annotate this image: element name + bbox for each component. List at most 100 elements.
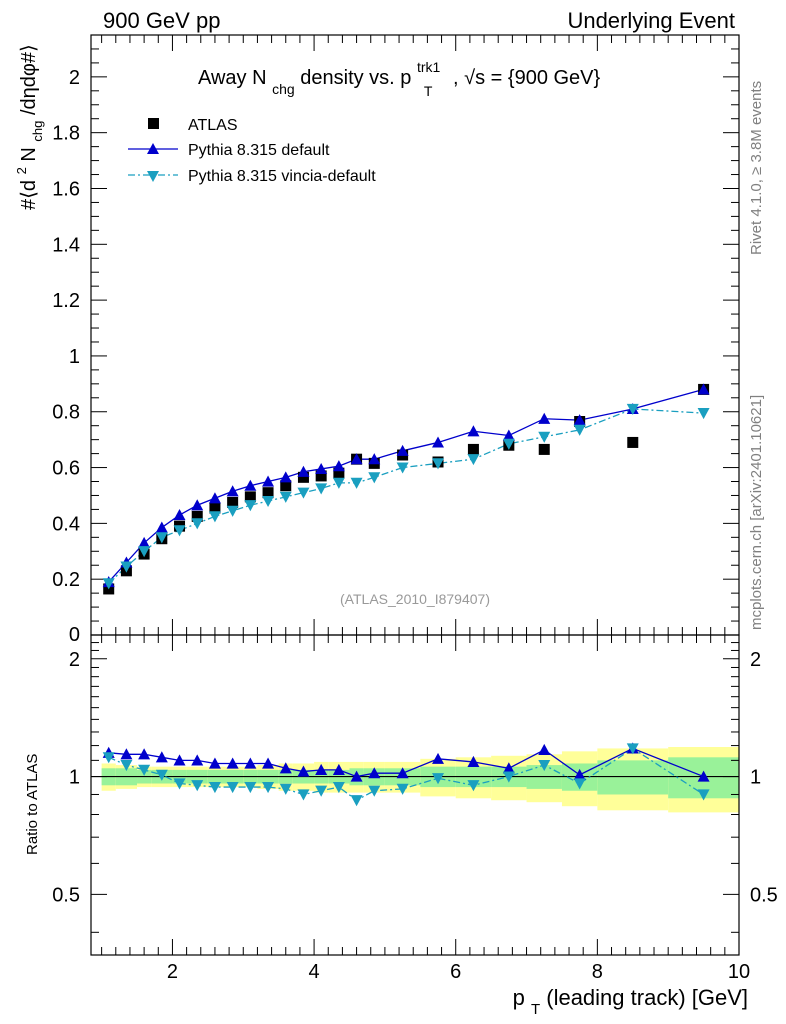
main-data (102, 383, 710, 595)
ratio-vincia-point (315, 785, 328, 797)
ratio-default-point (538, 743, 551, 755)
ratio-ytick-label-right: 1 (750, 767, 761, 789)
vincia-point (467, 454, 480, 466)
ratio-default-point (191, 754, 204, 766)
ylabel-c: /dηdφ#⟩ (18, 44, 40, 115)
ratio-default-point (244, 757, 257, 769)
vincia-point (350, 477, 363, 489)
ratio-ylabel: Ratio to ATLAS (24, 754, 41, 855)
default-point (502, 429, 515, 441)
xtick-label: 6 (450, 961, 461, 983)
main-ytick-label: 1.8 (52, 123, 80, 145)
ratio-vincia-point (208, 781, 221, 794)
vincia-point (502, 438, 515, 450)
ratio-default-point (396, 767, 409, 779)
ratio-ytick-label: 1 (69, 767, 80, 789)
ratio-vincia-point (173, 778, 186, 790)
xtick-label: 10 (728, 961, 750, 983)
vincia-point (573, 424, 586, 436)
ratio-vincia-point (297, 789, 310, 801)
main-ylabel: #⟨d 2 N chg /dηdφ#⟩ (9, 44, 47, 210)
main-ytick-label: 1.2 (52, 290, 80, 312)
main-ytick-label: 0.8 (52, 402, 80, 424)
title-main-sub: chg (272, 81, 295, 97)
atlas-point (262, 487, 274, 499)
band-stat (597, 760, 669, 795)
vincia-point (626, 403, 639, 415)
ratio-vincia-point (467, 780, 480, 792)
ratio-default-point (155, 751, 168, 763)
default-point (191, 499, 204, 511)
ratio-frame (90, 634, 740, 956)
main-ytick-label: 1.4 (52, 234, 80, 256)
legend-default-label: Pythia 8.315 default (188, 142, 330, 159)
ratio-default-point (120, 748, 133, 760)
xlabel-a: p (513, 985, 525, 1010)
vincia-point (173, 525, 186, 537)
vincia-point (102, 578, 115, 590)
ylabel-b: N (18, 147, 40, 161)
vincia-point (332, 477, 345, 489)
default-point (315, 462, 328, 475)
vincia-point (538, 431, 551, 443)
ratio-vincia-point (502, 771, 515, 783)
ratio-panel: 0.5 1 2 0.5 1 2 2 4 6 8 10 Ratio to ATLAS p T (l… (24, 634, 778, 1018)
ratio-ytick-labels-left: 0.5 1 2 (52, 649, 80, 907)
vincia-point (432, 458, 445, 470)
atlas-point (191, 510, 203, 522)
default-point (396, 444, 409, 456)
main-ytick-labels: 0.2 0.4 0.6 0.8 1 1.2 1.4 1.6 1.8 2 (52, 67, 80, 591)
default-point (368, 453, 381, 465)
atlas-point (209, 502, 221, 514)
vincia-point (368, 472, 381, 484)
default-point (262, 475, 275, 487)
title-main: Away N (198, 67, 267, 89)
ratio-vincia-point (138, 764, 151, 776)
ylabel-b-sub: chg (30, 121, 45, 142)
ratio-ytick-label-right: 0.5 (750, 884, 778, 906)
atlas-point (297, 471, 309, 483)
ratio-default-point (350, 770, 363, 782)
vincia-point (244, 500, 257, 512)
ylabel-a-sup: 2 (14, 167, 29, 174)
legend-vincia-marker (147, 171, 159, 182)
vincia-point (697, 408, 710, 420)
xlabel-a-sub: T (531, 1001, 540, 1018)
default-point (350, 453, 363, 465)
main-ytick-label: 1.6 (52, 178, 80, 200)
vincia-point (226, 505, 239, 517)
atlas-point (467, 443, 479, 455)
default-point (297, 465, 310, 477)
ratio-default-point (315, 763, 328, 775)
xlabel-b: (leading track) [GeV] (546, 985, 748, 1010)
atlas-point (227, 496, 239, 508)
main-ytick-label: 2 (69, 67, 80, 89)
legend-atlas-label: ATLAS (188, 117, 238, 134)
default-point (279, 471, 292, 483)
atlas-point (333, 467, 345, 479)
default-point (155, 521, 168, 533)
vincia-point (155, 532, 168, 544)
title-mid-sub: T (424, 83, 433, 99)
atlas-point (244, 491, 256, 503)
main-ytick-label: 0.4 (52, 513, 80, 535)
ratio-default-point (368, 767, 381, 779)
vincia-point (279, 491, 292, 503)
ratio-ticks (91, 634, 740, 955)
default-point (432, 436, 445, 448)
ratio-vincia-point (120, 759, 133, 772)
ratio-default-point (467, 755, 480, 768)
legend-atlas-marker (148, 118, 159, 129)
default-point (208, 492, 221, 504)
main-panel: 0.2 0.4 0.6 0.8 1 1.2 1.4 1.6 1.8 2 0 Away N chg … (9, 34, 740, 646)
vincia-point (396, 462, 409, 474)
ratio-vincia-point (697, 789, 710, 801)
title-mid: density vs. p (300, 67, 411, 89)
title-end: , √s = {900 GeV} (453, 67, 601, 89)
default-point (138, 536, 151, 549)
legend-vincia-label: Pythia 8.315 vincia-default (188, 168, 376, 185)
ratio-default-point (279, 762, 292, 774)
xtick-labels: 2 4 6 8 10 (167, 961, 750, 983)
main-ticks (91, 34, 740, 636)
